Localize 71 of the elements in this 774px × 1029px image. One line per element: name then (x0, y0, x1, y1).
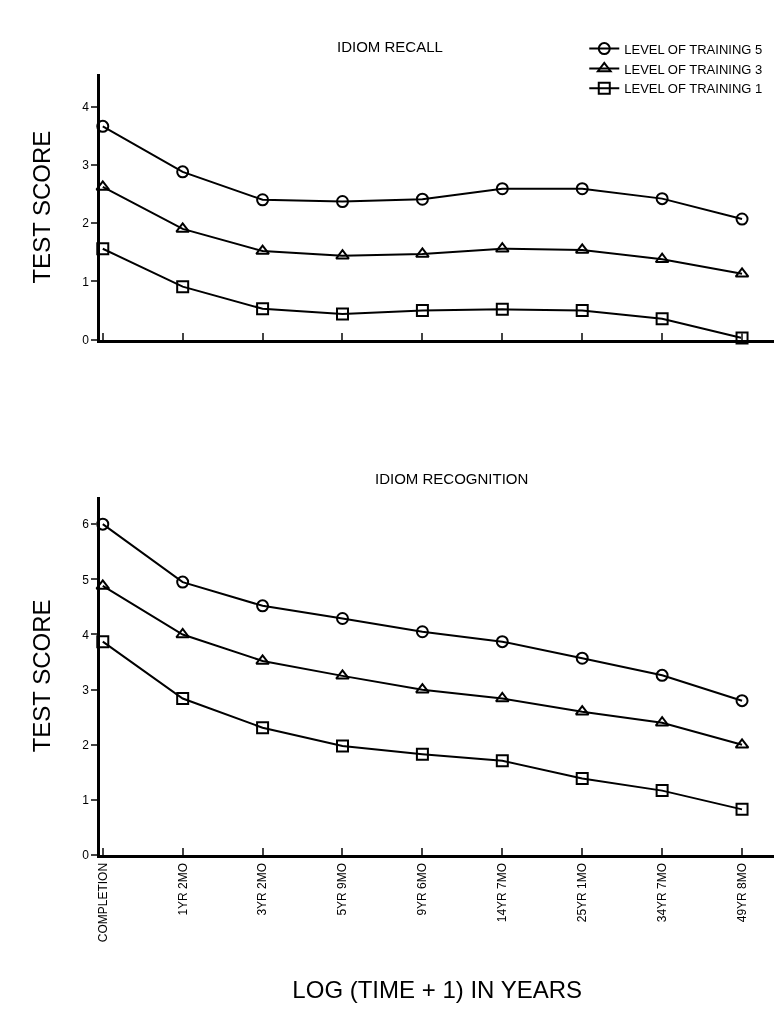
y-tick-label: 1 (82, 274, 90, 289)
y-tick-label: 3 (82, 682, 90, 697)
point (336, 612, 349, 625)
point (494, 691, 510, 703)
point (415, 747, 429, 761)
point (335, 669, 350, 680)
point (176, 165, 190, 179)
point (255, 654, 270, 665)
y-tick-label: 4 (82, 627, 90, 642)
point (735, 212, 749, 226)
point (176, 280, 190, 294)
point (495, 635, 509, 649)
chart-title: IDIOM RECALL (337, 38, 443, 55)
y-tick-label: 2 (82, 216, 90, 231)
y-tick-label: 1 (82, 793, 90, 808)
point (255, 244, 270, 255)
point (336, 307, 349, 321)
x-tick-label: 49YR 8MO (734, 862, 749, 923)
x-tick-label: COMPLETION (95, 862, 110, 943)
y-tick-label: 5 (82, 572, 90, 587)
y-tick-label: 0 (82, 848, 90, 863)
point (96, 242, 110, 256)
point (176, 575, 190, 589)
x-tick-label: 9YR 6MO (415, 862, 430, 916)
point (176, 691, 190, 705)
legend-label: LEVEL OF TRAINING 5 (624, 41, 763, 57)
point (495, 302, 509, 316)
point (256, 302, 270, 316)
chart-title: IDIOM RECOGNITION (375, 470, 529, 487)
point (415, 625, 429, 639)
legend-label: LEVEL OF TRAINING 1 (624, 81, 763, 97)
point (335, 249, 350, 260)
point (336, 739, 349, 753)
point (735, 694, 749, 708)
point (495, 754, 509, 768)
point (256, 193, 270, 207)
x-tick-label: 34YR 7MO (655, 862, 670, 923)
point (96, 635, 110, 649)
point (415, 683, 430, 694)
point (415, 247, 430, 258)
y-axis-title: TEST SCORE (28, 599, 56, 753)
point (655, 312, 669, 326)
point (415, 192, 429, 206)
y-tick-label: 3 (82, 158, 90, 173)
legend-label: LEVEL OF TRAINING 3 (624, 61, 763, 77)
point (256, 599, 270, 613)
x-tick-label: 14YR 7MO (495, 862, 510, 923)
x-tick-label: 5YR 9MO (335, 862, 350, 916)
x-tick-label: 25YR 1MO (575, 862, 590, 923)
point (575, 771, 589, 785)
y-tick-label: 4 (82, 99, 90, 114)
y-axis-title: TEST SCORE (28, 130, 56, 284)
x-tick-label: 1YR 2MO (175, 862, 190, 916)
x-axis-title: LOG (TIME + 1) IN YEARS (292, 975, 583, 1003)
y-tick-label: 0 (82, 332, 90, 347)
point (575, 651, 589, 665)
point (495, 182, 509, 196)
x-tick-label: 3YR 2MO (255, 862, 270, 916)
point (655, 668, 669, 682)
point (735, 331, 749, 345)
point (735, 802, 749, 816)
point (415, 304, 429, 318)
point (655, 192, 669, 206)
point (96, 119, 110, 133)
point (256, 721, 270, 735)
point (655, 784, 669, 798)
point (575, 304, 589, 318)
point (336, 195, 349, 209)
y-tick-label: 2 (82, 738, 90, 753)
point (575, 182, 589, 196)
y-tick-label: 6 (82, 517, 90, 532)
